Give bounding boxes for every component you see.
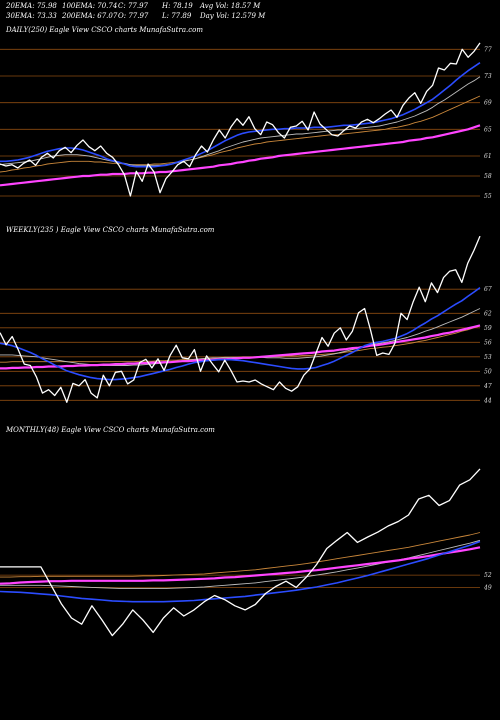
stat-close: C: 77.97 — [118, 2, 148, 10]
stat-100ema: 100EMA: 70.74 — [62, 2, 118, 10]
y-tick-label: 69 — [484, 100, 492, 107]
weekly-chart: 67 62 59 56 53 50 47 44 — [0, 236, 492, 404]
stat-200ema: 200EMA: 67.07 — [62, 12, 118, 20]
y-tick-label: 77 — [484, 46, 492, 53]
ema-gray-series-line — [0, 76, 481, 166]
y-tick-label: 47 — [483, 383, 492, 390]
y-tick-label: 61 — [484, 153, 492, 160]
monthly-chart-title: MONTHLY(48) Eagle View CSCO charts Munaf… — [6, 426, 215, 434]
price-series-line — [0, 42, 481, 197]
daily-chart: 77 73 69 65 61 58 55 — [0, 42, 492, 200]
weekly-chart-title: WEEKLY(235 ) Eagle View CSCO charts Muna… — [6, 226, 215, 234]
y-tick-label: 53 — [484, 354, 492, 361]
ema-slow-series-line — [0, 546, 481, 585]
y-tick-label: 67 — [484, 286, 492, 293]
y-tick-label: 52 — [484, 572, 492, 579]
y-tick-label: 62 — [484, 310, 492, 317]
ema-slow-series-line — [0, 324, 481, 370]
stat-open: O: 77.97 — [118, 12, 149, 20]
stat-low: L: 77.89 — [162, 12, 192, 20]
y-tick-label: 49 — [483, 584, 492, 591]
ema-orange-series-line — [0, 95, 481, 173]
stat-day-vol: Day Vol: 12.579 M — [200, 12, 266, 20]
y-tick-label: 44 — [483, 397, 492, 404]
stat-30ema: 30EMA: 73.33 — [6, 12, 57, 20]
y-tick-label: 56 — [484, 339, 492, 346]
y-tick-label: 65 — [484, 126, 492, 133]
monthly-chart: 52 49 — [0, 468, 492, 637]
y-tick-label: 55 — [484, 193, 492, 200]
ema-orange-series-line — [0, 532, 481, 578]
y-tick-label: 59 — [484, 325, 492, 332]
ema-fast-series-line — [0, 62, 481, 168]
y-tick-label: 73 — [484, 73, 492, 80]
price-series-line — [0, 236, 481, 403]
y-tick-label: 58 — [484, 173, 492, 180]
stat-avg-vol: Avg Vol: 18.57 M — [200, 2, 261, 10]
stat-high: H: 78.19 — [162, 2, 193, 10]
y-tick-label: 50 — [484, 368, 492, 375]
daily-chart-title: DAILY(250) Eagle View CSCO charts Munafa… — [6, 26, 204, 34]
stat-20ema: 20EMA: 75.98 — [6, 2, 57, 10]
price-series-line — [0, 468, 481, 637]
ema-fast-series-line — [0, 287, 481, 381]
stats-header: 20EMA: 75.98 100EMA: 70.74 C: 77.97 H: 7… — [0, 0, 500, 30]
ema-slow-series-line — [0, 124, 481, 187]
ema-fast-series-line — [0, 540, 481, 603]
